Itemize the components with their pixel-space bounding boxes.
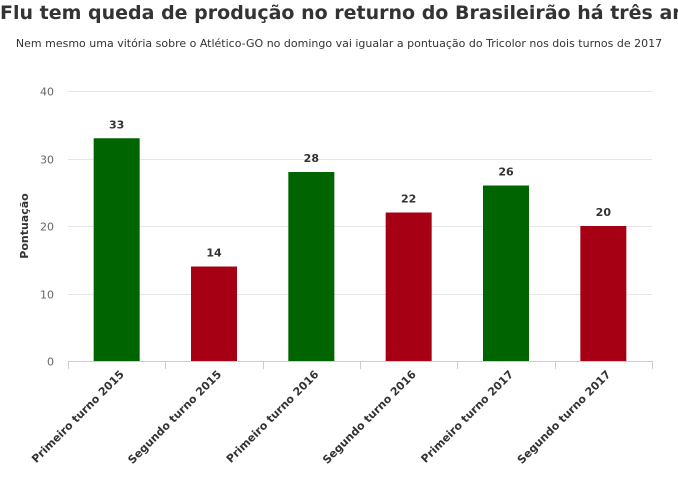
y-tick-label: 30 <box>40 154 54 167</box>
x-tick-label: Primeiro turno 2017 <box>418 368 516 466</box>
data-label: 20 <box>596 206 612 219</box>
x-tick-label: Segundo turno 2017 <box>515 368 614 467</box>
y-tick-label: 10 <box>40 289 54 302</box>
y-tick-label: 0 <box>47 356 54 369</box>
x-tick-label: Primeiro turno 2015 <box>29 368 127 466</box>
y-axis-ticks: 0 10 20 30 40 <box>40 86 54 369</box>
data-label: 26 <box>498 166 514 179</box>
data-label: 22 <box>401 193 416 206</box>
bar <box>385 212 432 361</box>
gridlines <box>68 91 652 295</box>
bar <box>288 172 335 361</box>
bar <box>191 266 237 361</box>
data-labels: 33 14 28 22 26 20 <box>109 118 611 259</box>
chart-title: Flu tem queda de produção no returno do … <box>0 2 678 24</box>
bar <box>483 185 529 361</box>
bar <box>580 226 627 361</box>
bar <box>93 138 140 361</box>
data-label: 28 <box>304 152 319 165</box>
bars <box>93 138 627 361</box>
data-label: 33 <box>109 118 124 131</box>
x-tick-label: Segundo turno 2015 <box>125 368 224 467</box>
data-label: 14 <box>206 247 222 260</box>
y-tick-label: 20 <box>40 221 54 234</box>
chart-subtitle: Nem mesmo uma vitória sobre o Atlético-G… <box>15 37 663 50</box>
y-tick-label: 40 <box>40 86 54 99</box>
x-tick-label: Segundo turno 2016 <box>320 368 419 467</box>
y-axis-title: Pontuação <box>18 193 31 259</box>
x-tick-label: Primeiro turno 2016 <box>224 368 322 466</box>
